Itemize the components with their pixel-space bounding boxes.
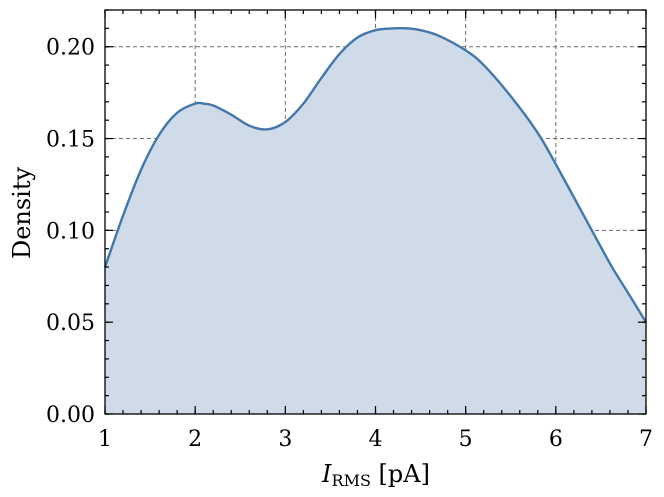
x-tick-label: 3	[278, 427, 292, 452]
x-axis-label-symbol: I	[321, 460, 332, 488]
x-tick-label: 1	[98, 427, 112, 452]
y-tick-label: 0.10	[46, 219, 95, 244]
plot-frame	[104, 9, 647, 415]
x-tick-label: 4	[369, 427, 383, 452]
x-axis-label: IRMS [pA]	[321, 460, 430, 490]
y-tick-labels: 0.00 0.05 0.10 0.15 0.20	[46, 36, 95, 428]
density-curve-line	[103, 26, 648, 323]
x-axis-label-subscript: RMS	[332, 471, 371, 490]
x-tick-label: 6	[549, 427, 563, 452]
density-area-fill	[105, 28, 646, 414]
y-tick-label: 0.05	[46, 311, 95, 336]
y-tick-label: 0.00	[46, 403, 95, 428]
x-axis-label-unit: [pA]	[371, 460, 430, 488]
x-tick-label: 7	[639, 427, 653, 452]
x-tick-label: 2	[188, 427, 202, 452]
y-tick-label: 0.15	[46, 128, 95, 153]
x-tick-label: 5	[459, 427, 473, 452]
y-tick-label: 0.20	[46, 36, 95, 61]
axis-ticks	[104, 9, 647, 415]
y-axis-label: Density	[8, 167, 36, 260]
x-tick-labels: 1 2 3 4 5 6 7	[98, 427, 653, 452]
